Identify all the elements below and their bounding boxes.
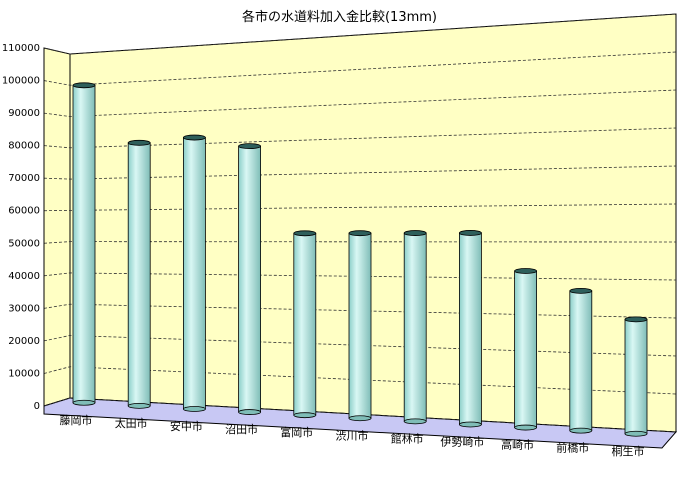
bar: [293, 230, 317, 419]
x-tick-label: 太田市: [115, 416, 148, 430]
bar: [238, 143, 262, 415]
x-tick-label: 高崎市: [501, 438, 534, 452]
gridline: [43, 203, 677, 212]
gridline: [43, 165, 677, 180]
y-tick-label: 110000: [2, 43, 40, 54]
x-tick-label: 藤岡市: [60, 413, 93, 427]
bar: [348, 230, 372, 422]
y-tick-label: 60000: [8, 206, 40, 217]
x-tick-label: 富岡市: [280, 425, 313, 439]
gridline: [43, 127, 677, 149]
y-tick-label: 30000: [8, 303, 40, 314]
bar: [458, 230, 482, 428]
x-tick-label: 渋川市: [336, 428, 369, 442]
bar: [514, 268, 537, 431]
gridline: [43, 89, 677, 117]
gridline: [43, 13, 677, 55]
y-tick-label: 90000: [8, 108, 40, 119]
bar: [403, 230, 427, 425]
gridline: [43, 51, 677, 86]
bar: [624, 316, 648, 437]
y-tick-label: 20000: [8, 336, 40, 347]
y-tick-label: 10000: [8, 368, 40, 379]
x-tick-label: 沼田市: [225, 422, 258, 436]
y-tick-label: 70000: [8, 173, 40, 184]
x-tick-label: 館林市: [391, 431, 424, 445]
y-tick-label: 0: [34, 401, 40, 412]
x-tick-label: 伊勢崎市: [440, 434, 484, 448]
side-wall: [43, 47, 71, 407]
bar: [569, 287, 593, 434]
chart-title: 各市の水道料加入金比較(13mm): [241, 10, 437, 25]
bar: [127, 139, 151, 409]
y-tick-label: 80000: [8, 141, 40, 152]
x-tick-label: 安中市: [170, 419, 203, 433]
bar: [72, 82, 96, 406]
x-tick-label: 桐生市: [612, 444, 645, 458]
y-tick-label: 100000: [2, 76, 40, 87]
y-tick-label: 40000: [8, 271, 40, 282]
y-tick-label: 50000: [8, 238, 40, 249]
bar: [182, 134, 206, 412]
x-tick-label: 前橋市: [556, 441, 589, 455]
